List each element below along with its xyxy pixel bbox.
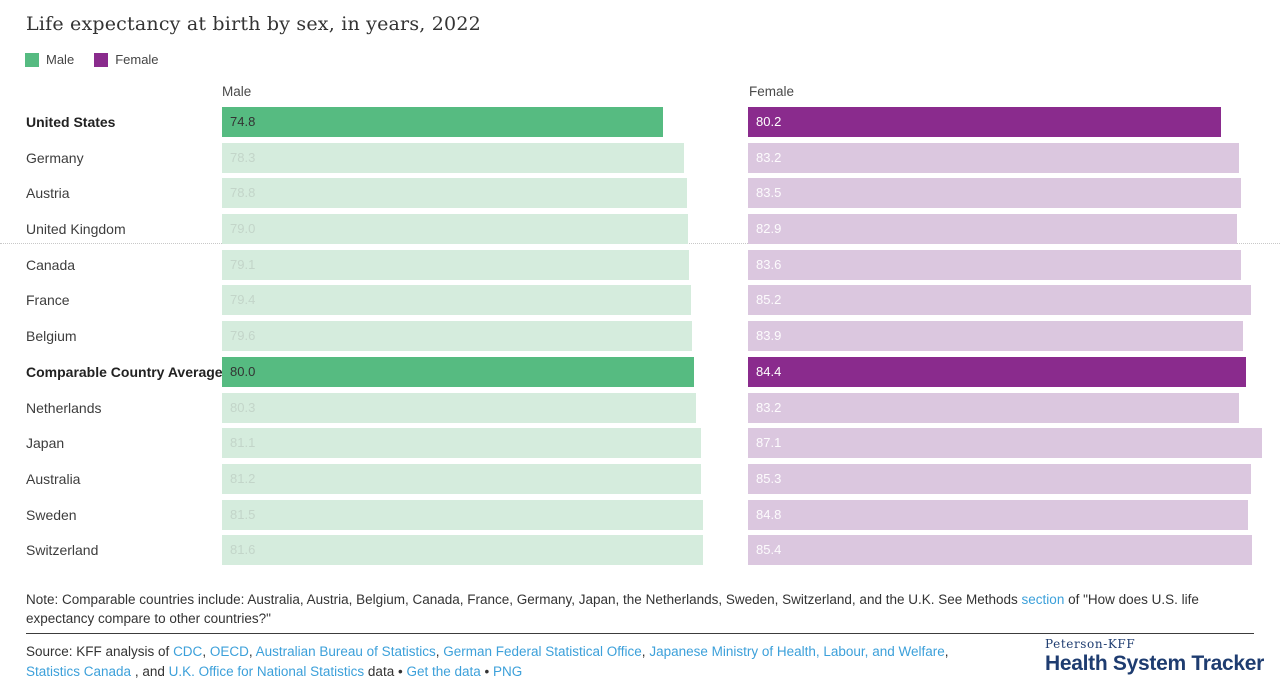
row-label: Netherlands — [26, 399, 102, 416]
male-bar[interactable]: 79.1 — [222, 249, 689, 280]
uk-ons-link[interactable]: U.K. Office for National Statistics — [168, 663, 365, 679]
methods-section-link[interactable]: section — [1021, 592, 1065, 607]
text-segment: , — [202, 644, 210, 659]
text-segment: , — [641, 644, 650, 659]
legend-item-male: Male — [25, 52, 74, 67]
statistics-canada-link[interactable]: Statistics Canada — [26, 663, 132, 679]
logo-peterson-kff: Peterson-KFF — [1045, 637, 1136, 651]
male-bar[interactable]: 79.4 — [222, 285, 691, 316]
abs-link[interactable]: Australian Bureau of Statistics — [255, 644, 436, 659]
row-label: Belgium — [26, 328, 77, 345]
male-bar[interactable]: 81.1 — [222, 428, 701, 459]
legend-label-male: Male — [46, 52, 75, 67]
chart-row: Japan 81.1 87.1 — [0, 428, 1280, 459]
chart-row: Netherlands 80.3 83.2 — [0, 392, 1280, 423]
row-label: Austria — [26, 185, 70, 202]
chart-row: Canada 79.1 83.6 — [0, 249, 1280, 280]
text-segment: Note: Comparable countries include: Aust… — [26, 592, 1022, 607]
male-bar[interactable]: 81.5 — [222, 499, 703, 530]
female-bar[interactable]: 82.9 — [748, 214, 1238, 245]
male-bar[interactable]: 79.0 — [222, 214, 689, 245]
row-label: Canada — [26, 256, 76, 273]
chart-title: Life expectancy at birth by sex, in year… — [26, 13, 481, 35]
text-segment: Source: KFF analysis of — [26, 644, 174, 659]
male-bar[interactable]: 80.3 — [222, 392, 696, 423]
oecd-link[interactable]: OECD — [209, 644, 249, 659]
row-label: Sweden — [26, 506, 77, 523]
male-bar[interactable]: 74.8 — [222, 107, 664, 137]
female-bar[interactable]: 83.9 — [748, 321, 1243, 352]
male-bar[interactable]: 81.6 — [222, 535, 704, 566]
japanese-ministry-link[interactable]: Japanese Ministry of Health, Labour, and… — [649, 644, 945, 659]
chart-row: Sweden 81.5 84.8 — [0, 499, 1280, 530]
chart-row: United States 74.8 80.2 — [0, 107, 1280, 137]
female-bar[interactable]: 85.2 — [748, 285, 1251, 316]
legend-swatch-female-icon — [94, 52, 109, 67]
text-segment: data • — [364, 663, 407, 679]
row-label: United Kingdom — [26, 221, 126, 238]
female-bar[interactable]: 83.6 — [748, 249, 1242, 280]
male-column-header: Male — [222, 84, 252, 99]
female-bar[interactable]: 85.3 — [748, 463, 1252, 494]
female-bar[interactable]: 84.8 — [748, 499, 1249, 530]
row-label: United States — [26, 114, 116, 130]
text-segment: • — [480, 663, 493, 679]
female-bar[interactable]: 84.4 — [748, 356, 1246, 387]
row-label: France — [26, 292, 70, 309]
text-segment: , and — [131, 663, 169, 679]
legend-label-female: Female — [115, 52, 159, 67]
logo-health-system-tracker: Health System Tracker — [1045, 652, 1264, 675]
get-the-data-link[interactable]: Get the data — [406, 663, 481, 679]
row-label: Australia — [26, 470, 81, 487]
text-segment: of "How does U.S. life expectancy compar… — [26, 592, 1199, 626]
chart-row: Switzerland 81.6 85.4 — [0, 535, 1280, 566]
female-bar[interactable]: 85.4 — [748, 535, 1252, 566]
male-bar[interactable]: 81.2 — [222, 463, 702, 494]
female-bar[interactable]: 87.1 — [748, 428, 1262, 459]
male-bar[interactable]: 78.8 — [222, 178, 687, 209]
chart-row: Germany 78.3 83.2 — [0, 142, 1280, 173]
chart-row: United Kingdom 79.0 82.9 — [0, 214, 1280, 245]
chart-row: Australia 81.2 85.3 — [0, 463, 1280, 494]
row-label: Switzerland — [26, 542, 99, 559]
png-link[interactable]: PNG — [492, 663, 523, 679]
text-segment: , — [944, 644, 949, 659]
chart-row: Comparable Country Average 80.0 84.4 — [0, 356, 1280, 387]
german-statistical-office-link[interactable]: German Federal Statistical Office — [443, 644, 642, 659]
footer-divider — [26, 633, 1254, 634]
row-label: Comparable Country Average — [26, 363, 223, 380]
male-bar[interactable]: 78.3 — [222, 142, 684, 173]
note-text: Note: Comparable countries include: Aust… — [26, 591, 1248, 629]
chart-row: Austria 78.8 83.5 — [0, 178, 1280, 209]
legend-item-female: Female — [94, 52, 159, 67]
source-text: Source: KFF analysis of CDC, OECD, Austr… — [26, 642, 986, 681]
text-segment: , — [435, 644, 444, 659]
row-label: Germany — [26, 149, 84, 166]
legend-swatch-male-icon — [25, 52, 39, 67]
text-segment: , — [248, 644, 256, 659]
female-bar[interactable]: 83.5 — [748, 178, 1241, 209]
chart-rows: United States 74.8 80.2 Germany 78.3 83.… — [0, 107, 1280, 571]
chart-row: France 79.4 85.2 — [0, 285, 1280, 316]
chart-row: Belgium 79.6 83.9 — [0, 321, 1280, 352]
row-label: Japan — [26, 435, 65, 452]
female-bar[interactable]: 83.2 — [748, 392, 1239, 423]
female-bar[interactable]: 83.2 — [748, 142, 1239, 173]
female-bar[interactable]: 80.2 — [748, 107, 1222, 137]
footer-logo[interactable]: Peterson-KFF Health System Tracker — [1045, 637, 1264, 676]
legend: Male Female — [25, 52, 159, 67]
cdc-link[interactable]: CDC — [173, 644, 203, 659]
female-column-header: Female — [749, 84, 795, 99]
male-bar[interactable]: 80.0 — [222, 356, 694, 387]
male-bar[interactable]: 79.6 — [222, 321, 692, 352]
